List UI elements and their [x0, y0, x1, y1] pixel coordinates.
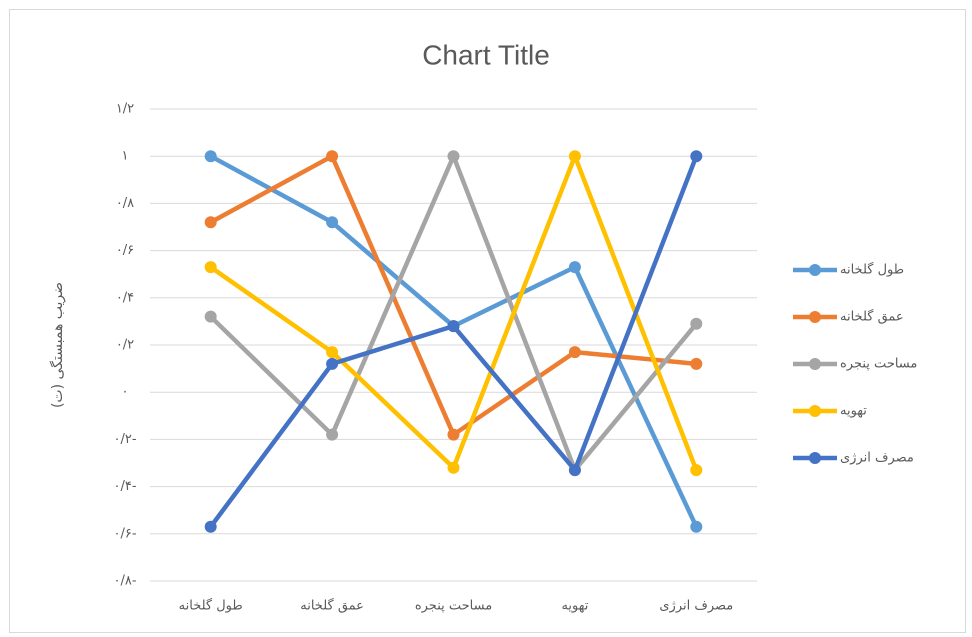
legend-marker — [809, 452, 821, 464]
y-tick-label: ۰/۶ — [116, 243, 134, 258]
x-tick-label: مساحت پنجره — [415, 599, 492, 614]
data-point — [447, 150, 460, 163]
data-point — [204, 520, 217, 533]
x-tick-label: عمق گلخانه — [300, 598, 364, 614]
data-point — [447, 428, 460, 441]
y-tick-label: ۰/۸- — [113, 574, 136, 589]
legend-label: طول گلخانه — [840, 262, 904, 278]
y-tick-label: ۰/۴ — [116, 290, 134, 305]
y-tick-label: ۰/۲ — [116, 338, 134, 353]
x-tick-label: مصرف انرژی — [659, 599, 733, 614]
y-tick-label: ۱ — [122, 149, 129, 164]
legend-marker — [809, 405, 821, 417]
data-point — [690, 150, 703, 163]
y-axis-label: ضریب همبستگی (ت) — [49, 282, 66, 408]
data-point — [568, 346, 581, 359]
y-tick-label: ۰/۶- — [113, 526, 136, 541]
data-point — [690, 520, 703, 533]
data-point — [568, 150, 581, 163]
legend-marker — [809, 311, 821, 323]
data-point — [326, 428, 339, 441]
data-point — [326, 150, 339, 163]
y-tick-label: ۰/۸ — [116, 196, 134, 211]
data-point — [204, 216, 217, 229]
legend-marker — [809, 358, 821, 370]
x-tick-label: طول گلخانه — [179, 598, 243, 614]
data-point — [326, 216, 339, 229]
y-tick-label: ۰/۴- — [113, 479, 136, 494]
legend-label: مساحت پنجره — [840, 357, 917, 372]
data-point — [568, 464, 581, 477]
data-point — [568, 261, 581, 274]
data-point — [326, 357, 339, 370]
data-point — [204, 261, 217, 274]
legend-marker — [809, 264, 821, 276]
y-tick-label: ۰ — [122, 385, 129, 400]
data-point — [204, 150, 217, 163]
data-point — [447, 320, 460, 333]
data-point — [447, 461, 460, 474]
legend-label: مصرف انرژی — [840, 451, 914, 466]
data-point — [690, 317, 703, 330]
data-point — [326, 346, 339, 359]
y-tick-label: ۰/۲- — [113, 432, 136, 447]
y-tick-label: ۱/۲ — [116, 102, 134, 117]
data-point — [690, 464, 703, 477]
chart-border — [9, 9, 966, 633]
chart-title: Chart Title — [422, 39, 550, 70]
data-point — [690, 357, 703, 370]
legend-label: عمق گلخانه — [840, 309, 904, 325]
data-point — [204, 310, 217, 323]
legend-label: تهویه — [840, 404, 867, 419]
x-tick-label: تهویه — [561, 599, 588, 614]
